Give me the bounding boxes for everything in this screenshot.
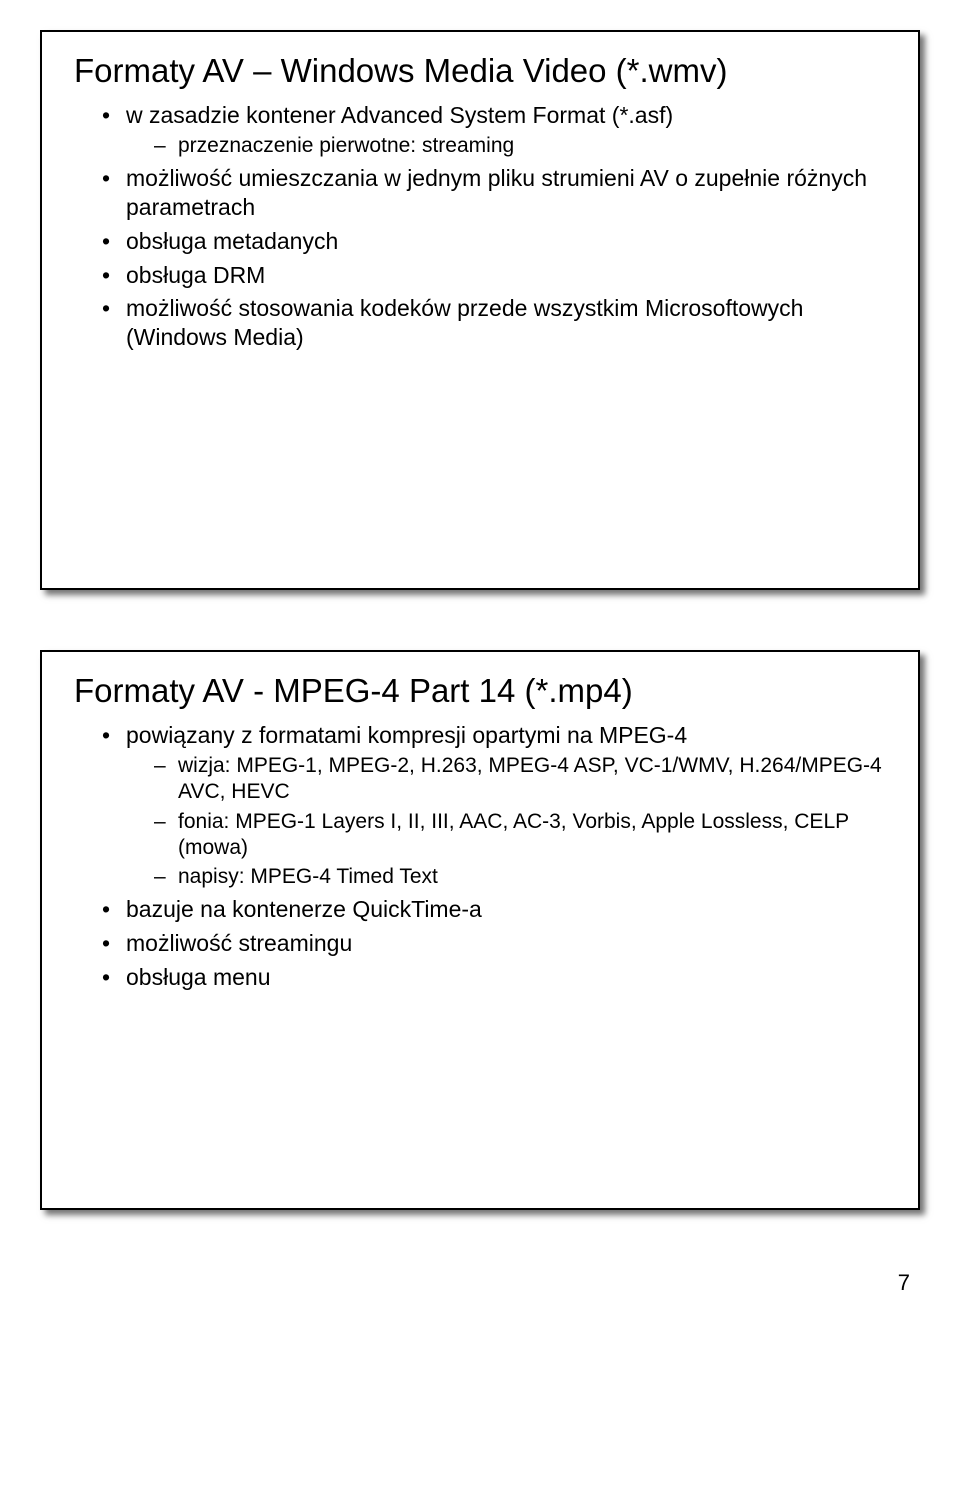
list-item-text: wizja: MPEG-1, MPEG-2, H.263, MPEG-4 ASP… [178,754,882,803]
slide-1: Formaty AV – Windows Media Video (*.wmv)… [40,30,920,590]
page-number: 7 [40,1270,920,1296]
list-item-text: napisy: MPEG-4 Timed Text [178,865,438,888]
list-item: w zasadzie kontener Advanced System Form… [102,101,886,159]
list-item: możliwość stosowania kodeków przede wszy… [102,294,886,352]
list-item-text: bazuje na kontenerze QuickTime-a [126,896,482,922]
list-item: obsługa metadanych [102,227,886,256]
slide-2-list: powiązany z formatami kompresji opartymi… [74,721,886,991]
list-item-text: w zasadzie kontener Advanced System Form… [126,102,673,128]
list-item-text: możliwość streamingu [126,930,352,956]
list-item: obsługa DRM [102,261,886,290]
list-item: bazuje na kontenerze QuickTime-a [102,895,886,924]
list-item: powiązany z formatami kompresji opartymi… [102,721,886,890]
list-item: obsługa menu [102,963,886,992]
sub-list: wizja: MPEG-1, MPEG-2, H.263, MPEG-4 ASP… [126,753,886,890]
list-item: wizja: MPEG-1, MPEG-2, H.263, MPEG-4 ASP… [154,753,886,806]
sub-list: przeznaczenie pierwotne: streaming [126,133,886,159]
list-item-text: możliwość umieszczania w jednym pliku st… [126,165,867,220]
slide-1-title: Formaty AV – Windows Media Video (*.wmv) [74,50,886,91]
slide-1-list: w zasadzie kontener Advanced System Form… [74,101,886,352]
list-item-text: obsługa menu [126,964,271,990]
list-item-text: przeznaczenie pierwotne: streaming [178,134,514,157]
list-item: fonia: MPEG-1 Layers I, II, III, AAC, AC… [154,809,886,862]
list-item-text: obsługa DRM [126,262,265,288]
slide-2-title: Formaty AV - MPEG-4 Part 14 (*.mp4) [74,670,886,711]
list-item-text: możliwość stosowania kodeków przede wszy… [126,295,803,350]
list-item: przeznaczenie pierwotne: streaming [154,133,886,159]
list-item-text: obsługa metadanych [126,228,338,254]
list-item: możliwość streamingu [102,929,886,958]
list-item: możliwość umieszczania w jednym pliku st… [102,164,886,222]
list-item-text: fonia: MPEG-1 Layers I, II, III, AAC, AC… [178,810,849,859]
slide-2: Formaty AV - MPEG-4 Part 14 (*.mp4) powi… [40,650,920,1210]
list-item: napisy: MPEG-4 Timed Text [154,864,886,890]
list-item-text: powiązany z formatami kompresji opartymi… [126,722,687,748]
